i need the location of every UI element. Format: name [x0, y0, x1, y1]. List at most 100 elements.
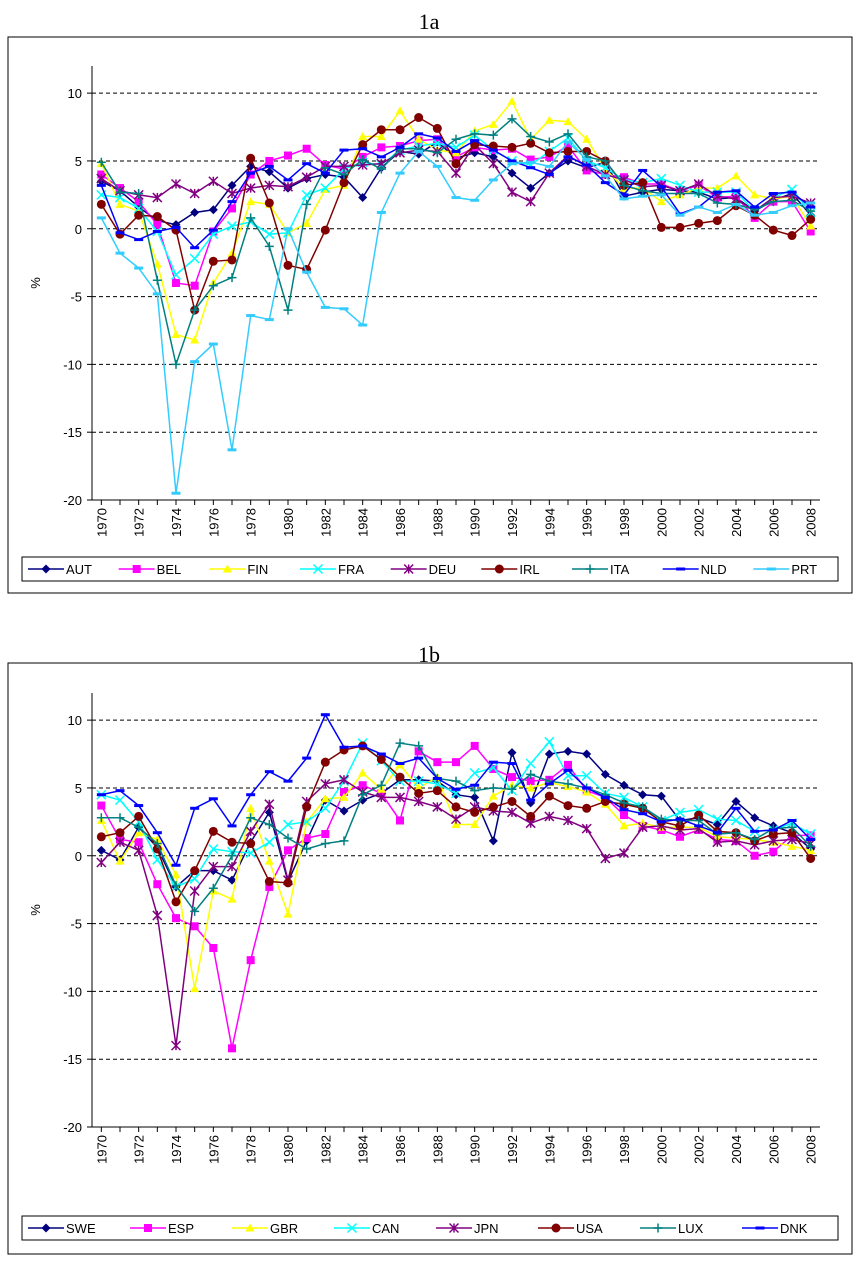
marker: [806, 853, 816, 863]
y-tick-label: 10: [68, 86, 82, 101]
x-tick-label: 1988: [430, 508, 445, 537]
marker: [470, 807, 480, 817]
marker: [507, 748, 517, 758]
marker: [525, 758, 536, 769]
x-tick-label: 2000: [654, 508, 669, 537]
y-tick-label: 5: [75, 781, 82, 796]
marker: [488, 762, 499, 773]
marker: [358, 768, 368, 777]
marker: [226, 221, 238, 232]
marker: [246, 956, 255, 965]
marker: [115, 856, 125, 865]
legend-label: AUT: [66, 562, 92, 577]
marker: [302, 144, 311, 153]
y-tick-label: -15: [63, 425, 82, 440]
marker: [133, 845, 144, 856]
marker: [544, 749, 554, 759]
marker: [171, 359, 181, 369]
x-tick-label: 1990: [468, 1135, 483, 1164]
marker: [563, 129, 573, 139]
legend-item: FRA: [300, 562, 364, 577]
marker: [544, 115, 554, 124]
y-tick-label: 10: [68, 713, 82, 728]
marker: [134, 811, 144, 821]
x-tick-label: 1982: [318, 508, 333, 537]
marker: [564, 760, 572, 769]
marker: [395, 772, 405, 782]
marker: [227, 875, 237, 885]
marker: [694, 218, 704, 228]
x-tick-label: 2002: [692, 1135, 707, 1164]
marker: [620, 811, 628, 820]
y-axis-label: %: [28, 277, 43, 289]
marker: [488, 130, 498, 140]
marker: [170, 269, 182, 280]
x-tick-label: 1980: [281, 1135, 296, 1164]
marker: [208, 176, 219, 187]
marker: [619, 780, 629, 790]
marker: [264, 180, 275, 191]
chart: 1a -20 -15 -10 -5 0 5 10% 1970 1972 1974 1976 1978 19…: [7, 9, 853, 594]
marker: [246, 153, 256, 163]
marker: [144, 1224, 152, 1232]
marker: [470, 820, 480, 829]
marker: [208, 256, 218, 266]
marker: [433, 758, 442, 767]
marker: [190, 866, 200, 876]
marker: [152, 212, 162, 222]
marker: [283, 305, 293, 315]
marker: [190, 207, 200, 217]
legend-label: SWE: [66, 1221, 96, 1236]
marker: [712, 814, 723, 825]
marker: [302, 218, 312, 227]
y-tick-label: 0: [75, 849, 82, 864]
marker: [283, 260, 293, 270]
marker: [358, 193, 368, 203]
marker: [600, 156, 610, 166]
legend-label: CAN: [372, 1221, 399, 1236]
x-tick-label: 1998: [617, 508, 632, 537]
marker: [134, 822, 144, 832]
x-tick-label: 1970: [94, 1135, 109, 1164]
legend-label: BEL: [157, 562, 182, 577]
marker: [675, 188, 685, 198]
marker: [171, 330, 181, 339]
legend-label: USA: [576, 1221, 603, 1236]
legend-item: FIN: [209, 562, 268, 577]
marker: [731, 171, 741, 180]
marker: [114, 795, 126, 806]
y-tick-label: -5: [70, 917, 82, 932]
marker: [338, 161, 350, 172]
legend-label: ITA: [610, 562, 630, 577]
marker: [551, 1223, 561, 1233]
marker: [320, 757, 330, 767]
x-tick-label: 1996: [580, 1135, 595, 1164]
marker: [246, 803, 256, 812]
x-tick-label: 1972: [132, 1135, 147, 1164]
marker: [222, 564, 232, 573]
legend-label: LUX: [678, 1221, 704, 1236]
marker: [301, 172, 312, 183]
chart-frame: [7, 662, 853, 1255]
y-tick-label: 5: [75, 154, 82, 169]
marker: [115, 828, 125, 838]
marker: [470, 129, 480, 139]
marker: [731, 828, 741, 838]
legend-item: PRT: [753, 562, 817, 577]
marker: [750, 834, 760, 844]
marker: [563, 801, 573, 811]
marker: [581, 823, 592, 834]
marker: [339, 178, 349, 188]
marker: [189, 885, 200, 897]
legend-item: USA: [538, 1221, 603, 1236]
x-tick-label: 1992: [505, 508, 520, 537]
marker: [246, 213, 256, 223]
marker: [768, 829, 778, 839]
legend-label: NLD: [701, 562, 727, 577]
marker: [264, 198, 274, 208]
marker: [414, 788, 424, 798]
marker: [526, 777, 535, 786]
marker: [618, 792, 630, 803]
marker: [152, 910, 163, 921]
marker: [264, 241, 274, 251]
